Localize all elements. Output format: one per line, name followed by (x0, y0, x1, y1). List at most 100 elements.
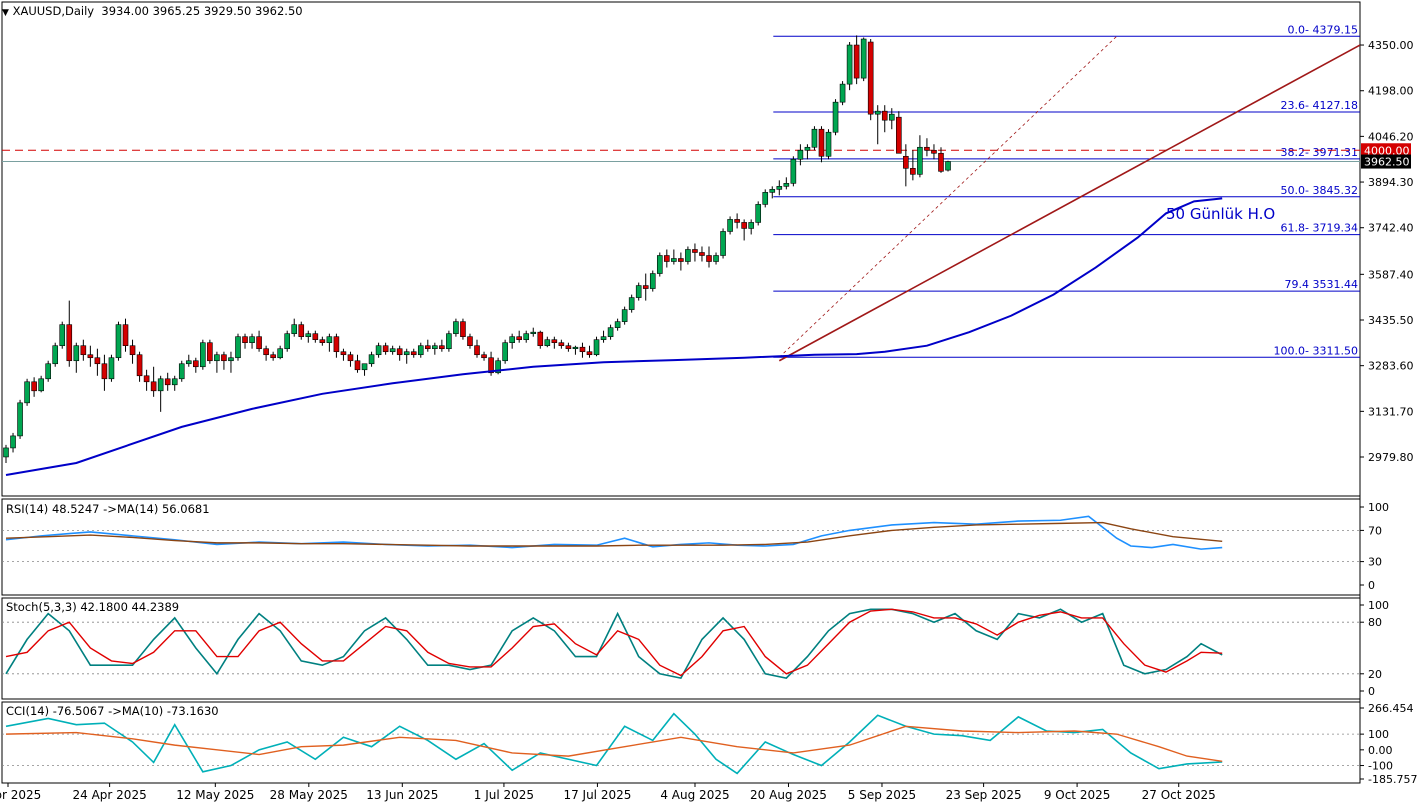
candle-bear (439, 345, 445, 350)
time-tick-label: 12 May 2025 (176, 788, 254, 802)
candle-bull (797, 149, 804, 160)
fib-label: 50.0- 3845.32 (1281, 184, 1358, 197)
candle-bear (460, 321, 466, 337)
candle-bull (284, 333, 291, 350)
candle-bear (207, 342, 213, 362)
candle-bear (270, 354, 276, 359)
time-tick-label: 4 Aug 2025 (660, 788, 729, 802)
pane-frame-3 (1, 701, 1361, 784)
candle-bull (656, 255, 663, 274)
time-tick-label: 5 Sep 2025 (848, 788, 916, 802)
candle-bull (607, 327, 614, 337)
stoch-tick-label: 80 (1368, 616, 1382, 629)
time-tick-label: 23 Sep 2025 (946, 788, 1022, 802)
cci-tick-label: 266.454 (1368, 702, 1414, 715)
cci-tick-label: -100 (1368, 760, 1393, 773)
candle-bull (593, 339, 600, 356)
candle-bull (249, 336, 255, 343)
candle-bear (551, 339, 558, 343)
candle-bull (621, 309, 628, 322)
fib-label: 79.4 3531.44 (1285, 278, 1358, 291)
candle-bear (692, 249, 698, 253)
candle-bear (642, 285, 649, 289)
candle-bear (579, 346, 586, 353)
current-price-tag: 3962.50 (1364, 156, 1410, 169)
candle-bear (910, 168, 916, 175)
candle-bull (530, 331, 537, 334)
candle-bear (31, 381, 37, 392)
candle-bull (846, 44, 853, 85)
candle-bull (748, 222, 754, 229)
candle-bull (432, 345, 438, 350)
candle-bull (860, 38, 867, 79)
current-price-tag-bg (1361, 154, 1411, 169)
candle-bull (305, 333, 312, 337)
candle-bull (417, 345, 424, 356)
candle-bull (200, 342, 206, 368)
candle-bear (136, 354, 143, 377)
stoch-tick-label: 20 (1368, 668, 1382, 681)
candle-bull (157, 378, 164, 392)
candle-bull (509, 336, 515, 343)
fib-label: 23.6- 4127.18 (1281, 99, 1358, 112)
candle-bull (368, 354, 375, 365)
time-tick-label: 7 Apr 2025 (0, 788, 41, 802)
candle-bear (143, 375, 150, 383)
candle-bull (917, 146, 923, 175)
candle-bear (867, 41, 874, 115)
price-tick-label: 4198.00 (1368, 85, 1414, 98)
sma50-line (5, 197, 1223, 476)
candle-bull (776, 186, 783, 190)
stoch-title: Stoch(5,3,3) 42.1800 44.2389 (6, 600, 180, 614)
price-tick-label: 4046.20 (1368, 130, 1414, 143)
candle-bull (502, 342, 508, 362)
candle-bear (66, 324, 73, 362)
candle-bull (171, 378, 178, 386)
candle-bull (375, 345, 382, 356)
candle-bear (333, 336, 340, 353)
candle-bull (671, 258, 677, 262)
candle-bear (101, 363, 108, 380)
time-tick-label: 24 Apr 2025 (73, 788, 147, 802)
candle-bull (649, 273, 656, 289)
candle-bear (87, 354, 94, 359)
cci-title: CCI(14) -76.5067 ->MA(10) -73.1630 (6, 704, 219, 718)
rsi-tick-label: 0 (1368, 579, 1375, 592)
candle-bear (347, 354, 354, 362)
candle-bull (453, 321, 459, 334)
candle-bear (474, 345, 480, 356)
price-tick-label: 3435.50 (1368, 314, 1414, 327)
candle-bull (727, 219, 733, 232)
candle-bull (291, 324, 298, 334)
level-4000-tag: 4000.00 (1364, 144, 1410, 157)
time-tick-label: 20 Aug 2025 (750, 788, 827, 802)
candle-bull (790, 158, 797, 184)
candle-bull (214, 354, 220, 362)
rsi-series-1 (5, 521, 1223, 547)
candle-bull (572, 346, 579, 350)
rsi-series-0 (5, 515, 1223, 550)
pane-frame-2 (1, 597, 1361, 700)
candle-bull (825, 131, 832, 157)
candle-bull (446, 333, 452, 350)
rsi-tick-label: 30 (1368, 556, 1382, 569)
candle-bull (361, 363, 368, 371)
candle-bull (277, 348, 283, 359)
price-tick-label: 2979.80 (1368, 451, 1414, 464)
rsi-title: RSI(14) 48.5247 ->MA(14) 56.0681 (6, 502, 210, 516)
candle-bull (755, 204, 762, 223)
candle-bear (678, 258, 684, 262)
collapse-arrow-icon[interactable]: ▼ (2, 8, 9, 18)
candle-bear (164, 378, 171, 386)
candle-bull (720, 231, 726, 256)
candle-bull (945, 161, 951, 171)
candle-bull (326, 336, 333, 343)
candle-bull (783, 183, 790, 187)
rsi-tick-label: 100 (1368, 501, 1389, 514)
candle-bear (80, 345, 87, 356)
candle-bull (762, 192, 769, 205)
candle-bear (734, 219, 740, 223)
candle-bull (178, 363, 185, 380)
candle-bear (706, 255, 712, 262)
